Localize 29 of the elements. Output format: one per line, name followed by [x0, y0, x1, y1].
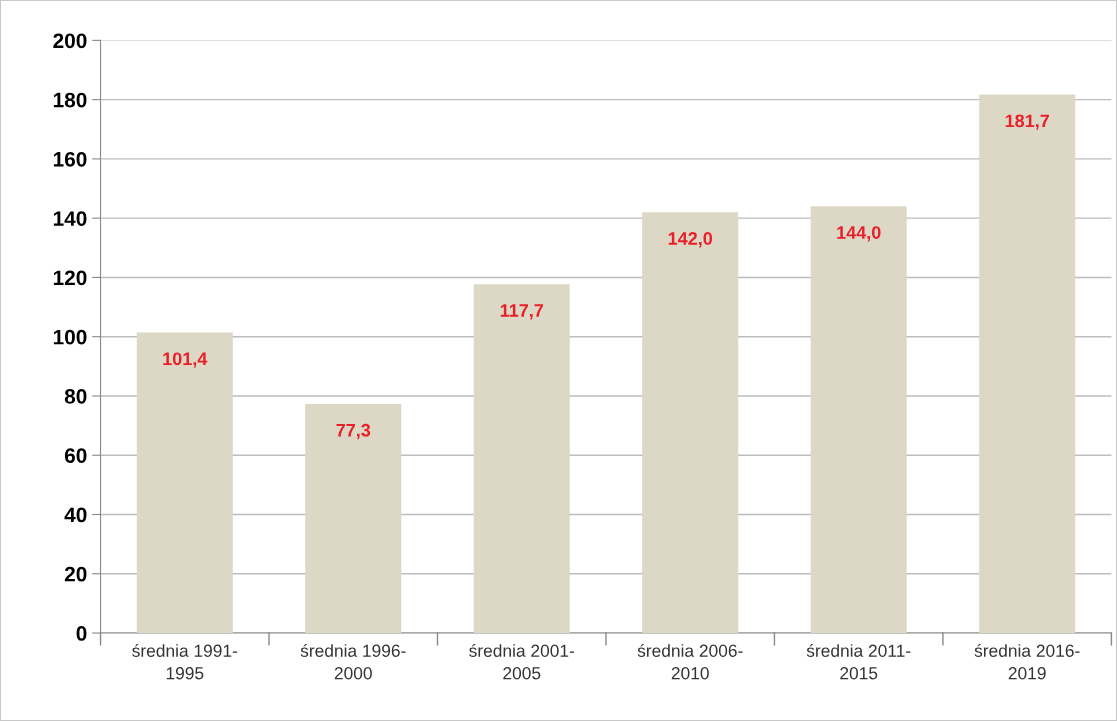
- y-tick-label: 0: [76, 626, 87, 641]
- y-tick-label: 40: [64, 507, 87, 523]
- data-label: 144,0: [837, 226, 881, 242]
- x-tick-label: średnia 2016- 2019: [974, 643, 1080, 680]
- x-tick-label: średnia 2011- 2015: [806, 643, 911, 680]
- bar: [642, 212, 739, 634]
- data-label: 101,4: [163, 352, 208, 368]
- bar: [136, 332, 233, 634]
- data-label: 142,0: [668, 232, 713, 248]
- y-tick-label: 180: [53, 92, 87, 108]
- bar: [473, 284, 570, 634]
- y-tick-label: 120: [53, 270, 87, 286]
- x-tick-label: średnia 2006- 2010: [637, 643, 743, 680]
- y-tick-label: 100: [53, 329, 87, 345]
- data-label: 181,7: [1005, 114, 1049, 130]
- y-tick-label: 200: [53, 33, 87, 49]
- data-label: 117,7: [500, 304, 544, 320]
- y-tick-label: 140: [53, 211, 87, 226]
- x-tick-label: średnia 2001- 2005: [469, 643, 575, 680]
- bar: [979, 94, 1076, 634]
- x-tick-label: średnia 1991- 1995: [132, 643, 238, 680]
- bar: [810, 206, 907, 634]
- x-tick-label: średnia 1996- 2000: [300, 643, 406, 680]
- bar: [305, 403, 402, 634]
- y-tick-label: 60: [64, 448, 87, 463]
- y-tick-label: 20: [64, 566, 87, 582]
- y-tick-label: 80: [64, 388, 87, 404]
- y-tick-label: 160: [53, 151, 87, 167]
- data-label: 77,3: [336, 423, 371, 440]
